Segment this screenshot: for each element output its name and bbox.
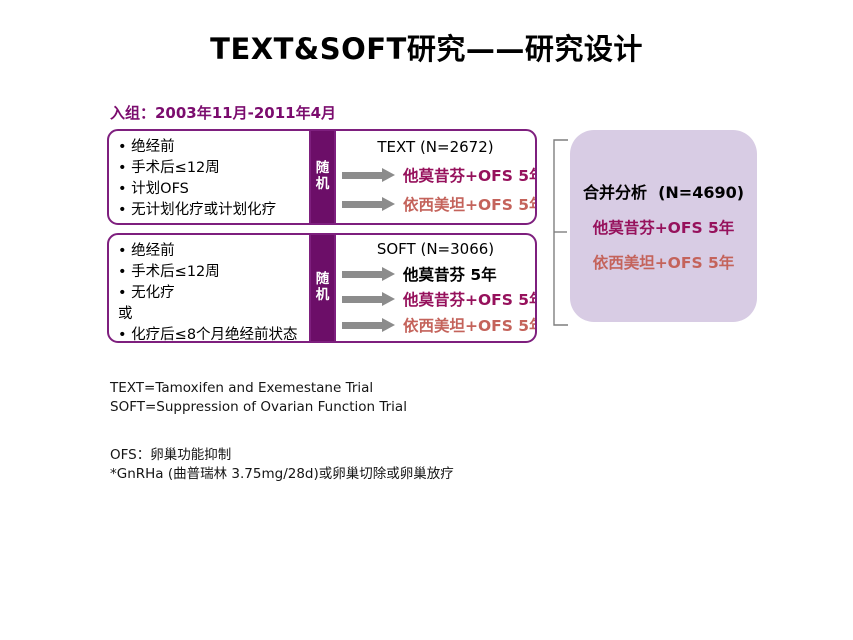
text-trial-box: 绝经前 手术后≤12周 计划OFS 无计划化疗或计划化疗 随机 TEXT (N=… (107, 129, 537, 225)
randomize-band: 随机 (309, 235, 336, 341)
trial-name: SOFT (N=3066) (376, 240, 495, 258)
trial-name: TEXT (N=2672) (377, 138, 494, 156)
text-trial-arms: TEXT (N=2672) 他莫昔芬+OFS 5年 依西美坦+OFS 5年 (336, 131, 535, 223)
arm-row: 依西美坦+OFS 5年 (342, 314, 537, 336)
arm-label: 依西美坦+OFS 5年 (403, 317, 537, 335)
pooled-arm-label: 他莫昔芬+OFS 5年 (592, 219, 735, 237)
footnote-trial-definitions: TEXT=Tamoxifen and Exemestane Trial SOFT… (110, 379, 407, 417)
arm-row: 他莫昔芬 5年 (342, 263, 497, 285)
pooled-analysis-title: 合并分析 (N=4690) (582, 183, 745, 202)
pooled-analysis-box: 合并分析 (N=4690) 他莫昔芬+OFS 5年 依西美坦+OFS 5年 (570, 130, 757, 322)
footnote-line: *GnRHa (曲普瑞林 3.75mg/28d)或卵巢切除或卵巢放疗 (110, 466, 454, 482)
arm-row: 依西美坦+OFS 5年 (342, 193, 537, 215)
arrow-right-icon (342, 168, 395, 182)
arm-row: 他莫昔芬+OFS 5年 (342, 164, 537, 186)
randomize-band: 随机 (309, 131, 336, 223)
footnote-line: TEXT=Tamoxifen and Exemestane Trial (110, 380, 374, 396)
arm-label: 依西美坦+OFS 5年 (403, 196, 537, 214)
criteria-item: 无化疗 (118, 283, 309, 304)
footnote-line: SOFT=Suppression of Ovarian Function Tri… (110, 399, 407, 415)
arrow-right-icon (342, 292, 395, 306)
criteria-item: 无计划化疗或计划化疗 (118, 200, 309, 221)
arm-label: 他莫昔芬+OFS 5年 (403, 291, 537, 309)
criteria-item: 手术后≤12周 (118, 158, 309, 179)
soft-trial-arms: SOFT (N=3066) 他莫昔芬 5年 他莫昔芬+OFS 5年 依西美坦+O… (336, 235, 535, 341)
soft-trial-box: 绝经前 手术后≤12周 无化疗 或 化疗后≤8个月绝经前状态 随机 SOFT (… (107, 233, 537, 343)
slide-title: TEXT&SOFT研究——研究设计 (210, 32, 643, 66)
criteria-item: 化疗后≤8个月绝经前状态 (118, 325, 309, 341)
pooled-arm-label: 依西美坦+OFS 5年 (592, 254, 735, 272)
criteria-item: 绝经前 (118, 137, 309, 158)
footnote-ofs-definitions: OFS：卵巢功能抑制 *GnRHa (曲普瑞林 3.75mg/28d)或卵巢切除… (110, 446, 454, 484)
arm-label: 他莫昔芬 5年 (403, 266, 497, 284)
enrollment-period-label: 入组：2003年11月-2011年4月 (110, 104, 337, 122)
arrow-right-icon (342, 318, 395, 332)
text-trial-criteria-list: 绝经前 手术后≤12周 计划OFS 无计划化疗或计划化疗 (109, 131, 309, 223)
criteria-item: 计划OFS (118, 179, 309, 200)
criteria-item: 绝经前 (118, 241, 309, 262)
arrow-right-icon (342, 197, 395, 211)
arm-label: 他莫昔芬+OFS 5年 (403, 167, 537, 185)
footnote-line: OFS：卵巢功能抑制 (110, 447, 232, 463)
arm-row: 他莫昔芬+OFS 5年 (342, 288, 537, 310)
arrow-right-icon (342, 267, 395, 281)
criteria-item: 手术后≤12周 (118, 262, 309, 283)
soft-trial-criteria-list: 绝经前 手术后≤12周 无化疗 或 化疗后≤8个月绝经前状态 (109, 235, 309, 341)
group-bracket (553, 139, 568, 326)
criteria-or-label: 或 (118, 306, 133, 322)
